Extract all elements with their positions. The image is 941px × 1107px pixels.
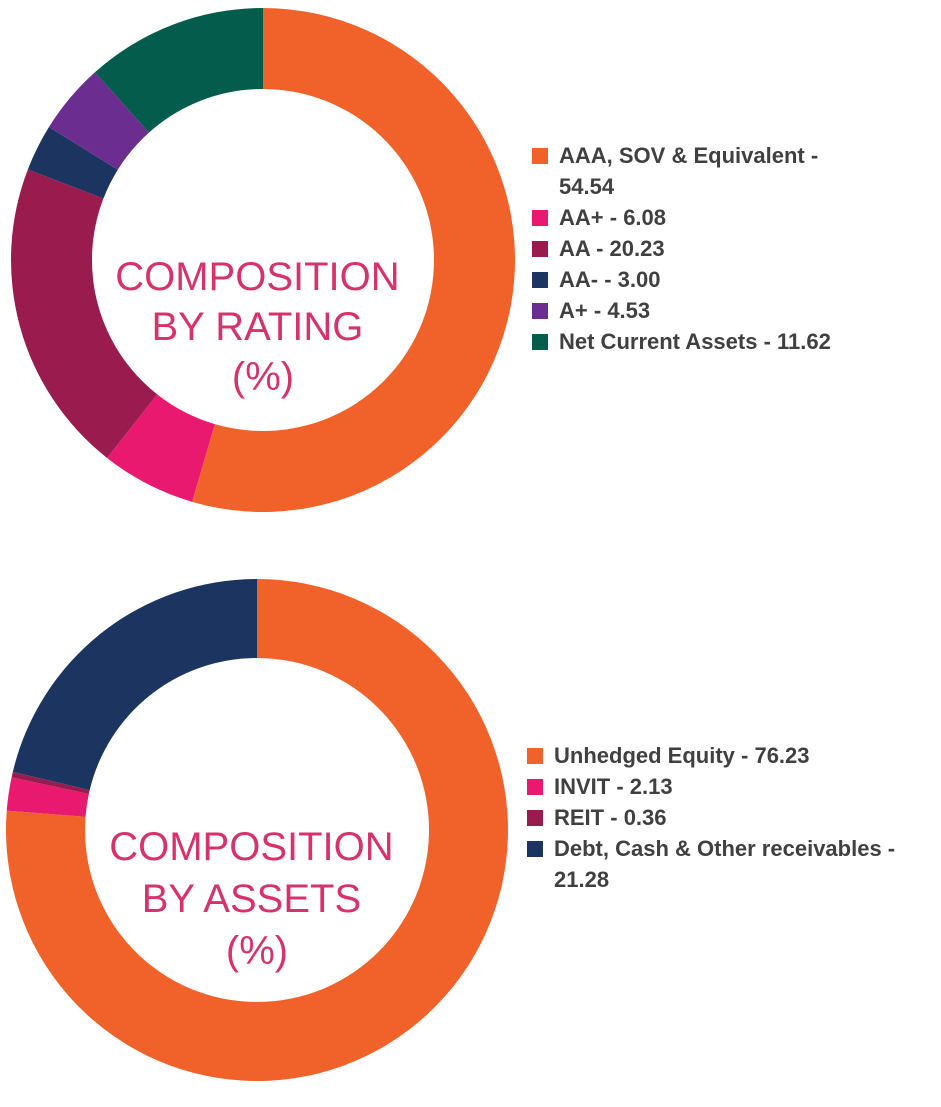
rating-legend-separator: - — [804, 143, 819, 168]
rating-legend-item-a: A+ - 4.53 — [532, 295, 872, 326]
rating-legend-swatch — [532, 334, 548, 350]
assets-title-line-2: BY ASSETS — [142, 877, 361, 921]
rating-title-line-1: COMPOSITION — [115, 255, 399, 299]
assets-legend-separator: - — [881, 836, 896, 861]
rating-slice-aa — [107, 394, 215, 502]
assets-legend-label: INVIT — [554, 774, 611, 799]
rating-legend-value: 11.62 — [777, 329, 831, 354]
rating-legend-item-aa: AA+ - 6.08 — [532, 202, 872, 233]
rating-legend-swatch — [532, 241, 548, 257]
assets-legend-separator: - — [610, 774, 630, 799]
assets-legend-value: 0.36 — [623, 805, 667, 830]
assets-legend-item-reit: REIT - 0.36 — [527, 802, 927, 833]
rating-legend-separator: - — [757, 329, 778, 354]
rating-legend-separator: - — [598, 267, 618, 292]
rating-chart-title: COMPOSITION BY RATING (%) — [115, 255, 411, 399]
rating-legend-value: 20.23 — [609, 236, 665, 261]
assets-legend-item-debt-cash-and-other-receivables: Debt, Cash & Other receivables - 21.28 — [527, 833, 927, 895]
rating-slice-aa — [27, 126, 118, 199]
rating-legend-value: 6.08 — [623, 205, 667, 230]
rating-donut: COMPOSITION BY RATING (%) — [10, 8, 515, 512]
assets-legend-swatch — [527, 841, 543, 857]
rating-legend-value: 3.00 — [617, 267, 661, 292]
assets-legend-swatch — [527, 810, 543, 826]
rating-legend-swatch — [532, 148, 548, 164]
rating-legend-label: AA+ — [559, 205, 604, 230]
rating-chart: COMPOSITION BY RATING (%) AAA, SOV & Equ… — [0, 0, 941, 540]
assets-legend-value: 2.13 — [629, 774, 673, 799]
assets-legend-value: 21.28 — [554, 867, 610, 892]
rating-title-line-2: BY RATING — [151, 305, 363, 349]
assets-slice-reit — [11, 771, 90, 794]
assets-slice-invit — [6, 777, 89, 817]
rating-slice-net-current-assets — [94, 8, 263, 133]
rating-legend-label: Net Current Assets — [559, 329, 758, 354]
rating-legend-value: 4.53 — [607, 298, 651, 323]
assets-title-line-1: COMPOSITION — [109, 825, 393, 869]
rating-legend-swatch — [532, 303, 548, 319]
rating-slice-aa — [10, 169, 158, 458]
assets-legend-label: Debt, Cash & Other receivables — [554, 836, 882, 861]
rating-legend-swatch — [532, 272, 548, 288]
rating-legend: AAA, SOV & Equivalent - 54.54 AA+ - 6.08 A… — [532, 140, 872, 357]
rating-legend-label: A+ — [559, 298, 588, 323]
rating-slice-aaa-sov-and-equivalent — [192, 8, 515, 512]
assets-chart-title: COMPOSITION BY ASSETS (%) — [109, 825, 405, 973]
assets-legend-label: REIT — [554, 805, 605, 830]
rating-legend-item-net-current-assets: Net Current Assets - 11.62 — [532, 326, 872, 357]
rating-legend-label: AA- — [559, 267, 599, 292]
rating-legend-item-aaa-sov-and-equivalent: AAA, SOV & Equivalent - 54.54 — [532, 140, 872, 202]
assets-legend-separator: - — [604, 805, 624, 830]
assets-legend-separator: - — [734, 743, 755, 768]
rating-legend-separator: - — [603, 205, 624, 230]
rating-legend-label: AA — [559, 236, 590, 261]
assets-legend-value: 76.23 — [754, 743, 810, 768]
rating-legend-value: 54.54 — [559, 174, 615, 199]
assets-donut: COMPOSITION BY ASSETS (%) — [6, 579, 508, 1081]
rating-legend-separator: - — [589, 236, 610, 261]
assets-chart: COMPOSITION BY ASSETS (%) Unhedged Equit… — [0, 560, 941, 1107]
rating-title-line-3: (%) — [232, 355, 294, 399]
assets-title-line-3: (%) — [226, 929, 288, 973]
assets-legend-swatch — [527, 779, 543, 795]
assets-legend-item-unhedged-equity: Unhedged Equity - 76.23 — [527, 740, 927, 771]
assets-legend-item-invit: INVIT - 2.13 — [527, 771, 927, 802]
assets-legend-label: Unhedged Equity — [554, 743, 735, 768]
rating-legend-item-aa: AA - 20.23 — [532, 233, 872, 264]
rating-slice-a — [48, 72, 149, 170]
rating-legend-item-aa: AA- - 3.00 — [532, 264, 872, 295]
rating-legend-label: AAA, SOV & Equivalent — [559, 143, 805, 168]
assets-slice-debt-cash-and-other-receivables — [12, 579, 258, 791]
rating-legend-swatch — [532, 210, 548, 226]
assets-legend: Unhedged Equity - 76.23 INVIT - 2.13 REIT … — [527, 740, 927, 895]
assets-legend-swatch — [527, 748, 543, 764]
assets-slice-unhedged-equity — [6, 579, 508, 1081]
rating-legend-separator: - — [587, 298, 608, 323]
